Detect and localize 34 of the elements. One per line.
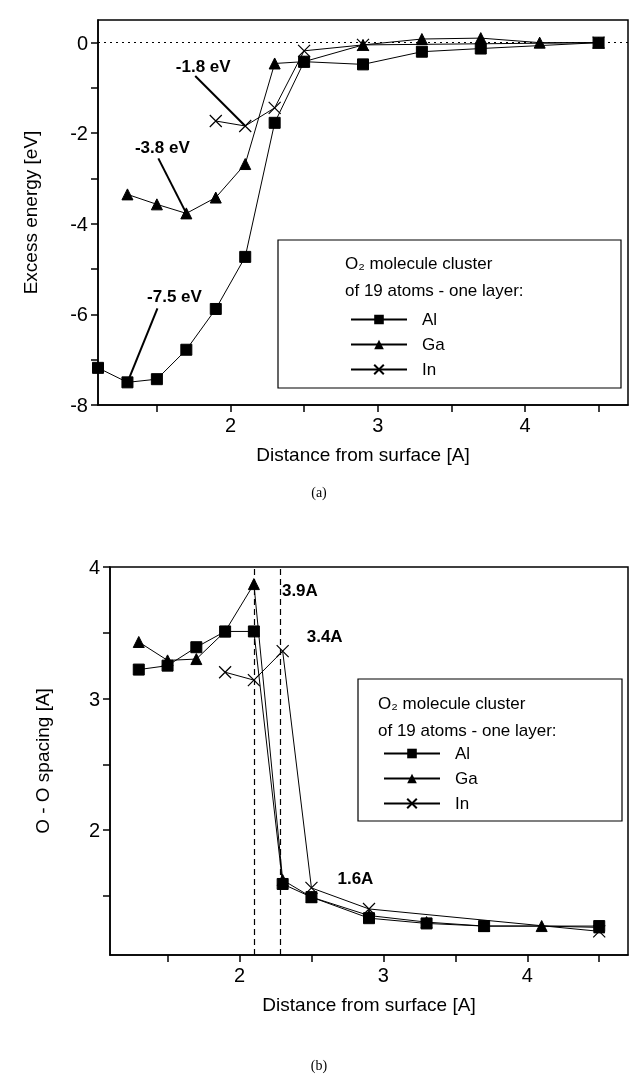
y-tick-label: -6: [70, 303, 88, 326]
annotation: 3.4A: [306, 626, 343, 646]
y-tick-label: 3: [88, 687, 100, 710]
x-tick-label: 2: [224, 414, 237, 436]
y-tick-label: 4: [88, 556, 100, 578]
y-tick-label: -2: [70, 122, 88, 145]
legend-title: O₂ molecule cluster of 19 atoms - one layer:: [345, 254, 524, 300]
x-tick-label: 4: [521, 964, 533, 986]
y-tick-label: -8: [70, 394, 88, 416]
x-tick-label: 3: [372, 414, 384, 436]
annotation: -7.5 eV: [147, 286, 203, 306]
legend-label: In: [422, 360, 437, 379]
x-tick-label: 4: [519, 414, 531, 436]
annotation: 1.6A: [337, 869, 374, 889]
y-axis-title: Excess energy [eV]: [20, 130, 41, 295]
annotation: 3.9A: [281, 580, 318, 600]
legend-label: Al: [422, 310, 438, 329]
x-tick-label: 2: [233, 964, 246, 986]
y-axis-title: O - O spacing [A]: [32, 688, 53, 834]
y-tick-label: 2: [88, 819, 100, 842]
annotation: -1.8 eV: [175, 57, 232, 77]
annotation: -3.8 eV: [134, 137, 191, 157]
y-tick-label: 0: [76, 31, 88, 54]
legend-label: Ga: [455, 769, 479, 788]
text: (b): [310, 1057, 328, 1074]
legend-label: In: [455, 794, 470, 813]
x-tick-label: 3: [377, 964, 389, 986]
legend-title: O₂ molecule cluster of 19 atoms - one layer:: [378, 694, 557, 740]
text: (a): [311, 484, 328, 501]
x-axis-title: Distance from surface [A]: [256, 444, 470, 465]
legend-label: Ga: [422, 335, 446, 354]
legend-label: Al: [455, 744, 471, 763]
x-axis-title: Distance from surface [A]: [262, 994, 476, 1015]
y-tick-label: -4: [70, 212, 88, 235]
